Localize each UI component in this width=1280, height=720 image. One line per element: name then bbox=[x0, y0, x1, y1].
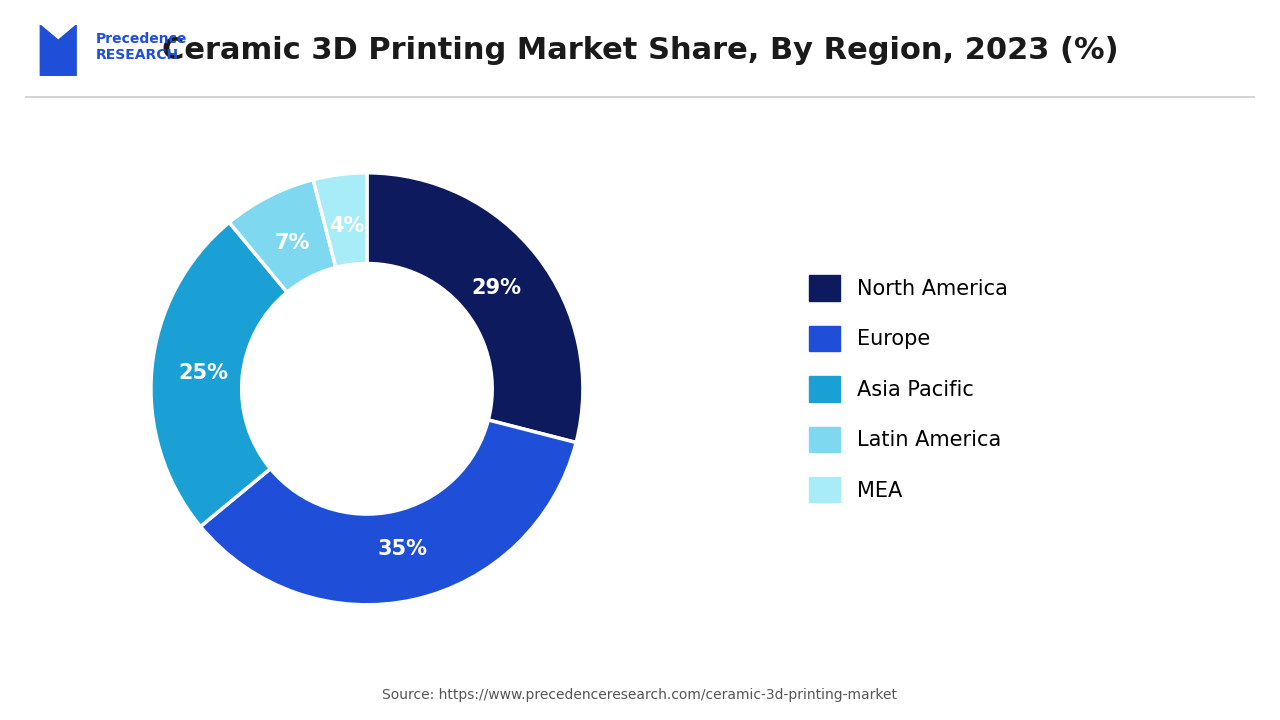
Text: 35%: 35% bbox=[378, 539, 428, 559]
Legend: North America, Europe, Asia Pacific, Latin America, MEA: North America, Europe, Asia Pacific, Lat… bbox=[809, 275, 1007, 503]
Text: 4%: 4% bbox=[329, 216, 364, 236]
Text: Ceramic 3D Printing Market Share, By Region, 2023 (%): Ceramic 3D Printing Market Share, By Reg… bbox=[161, 36, 1119, 65]
Text: 7%: 7% bbox=[275, 233, 310, 253]
Text: Source: https://www.precedenceresearch.com/ceramic-3d-printing-market: Source: https://www.precedenceresearch.c… bbox=[383, 688, 897, 702]
Wedge shape bbox=[151, 222, 287, 526]
Wedge shape bbox=[229, 179, 335, 292]
Text: 25%: 25% bbox=[178, 364, 229, 383]
Polygon shape bbox=[41, 25, 77, 76]
Wedge shape bbox=[314, 173, 367, 267]
Text: Precedence
RESEARCH: Precedence RESEARCH bbox=[96, 32, 187, 62]
Text: 29%: 29% bbox=[471, 278, 522, 298]
Wedge shape bbox=[367, 173, 582, 443]
Wedge shape bbox=[201, 420, 576, 605]
